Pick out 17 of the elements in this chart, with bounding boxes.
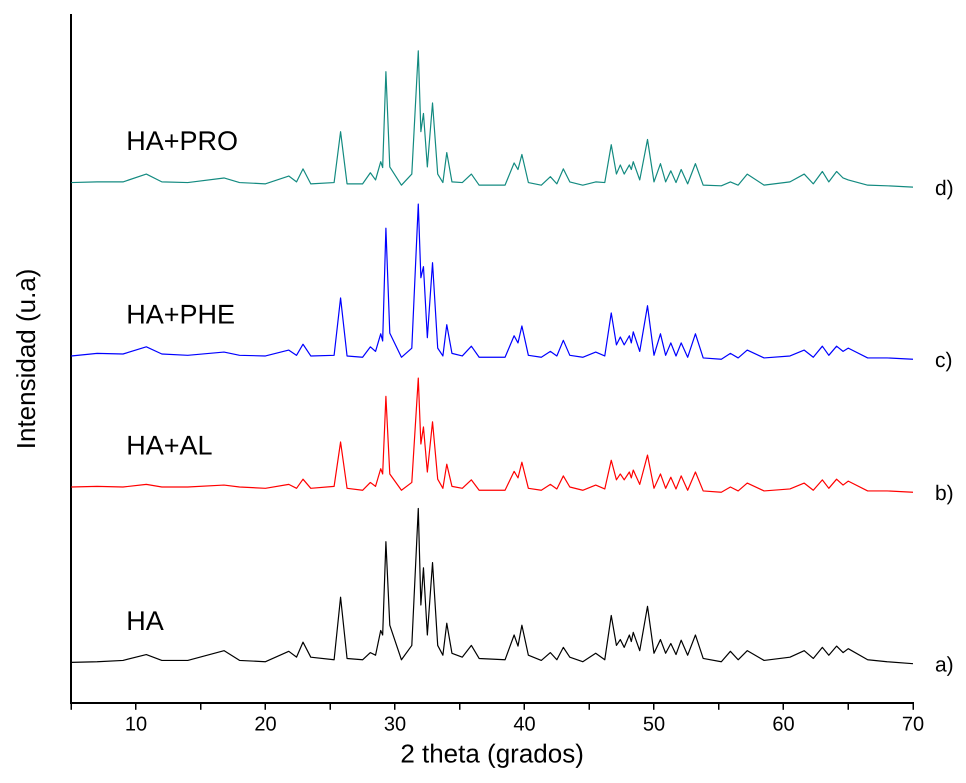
text: b): [935, 482, 954, 506]
x-tick-label: 30: [384, 713, 406, 736]
x-tick-label: 70: [902, 713, 924, 736]
text: c): [935, 349, 952, 372]
x-tick-label: 10: [124, 713, 148, 736]
x-tick-label: 20: [254, 713, 277, 736]
text: d): [935, 176, 954, 200]
series-label: HA+PHE: [126, 299, 235, 330]
y-axis-title: Intensidad (u.a): [10, 268, 41, 450]
x-axis-title: 2 theta (grados): [400, 738, 584, 769]
series-label: HA+AL: [126, 430, 213, 460]
series-label: HA+PRO: [126, 126, 238, 156]
series-label: HA: [126, 606, 164, 636]
x-tick-label: 50: [642, 713, 666, 736]
text: a): [935, 653, 954, 676]
x-tick-label: 40: [513, 713, 536, 736]
x-tick-label: 60: [772, 713, 795, 736]
